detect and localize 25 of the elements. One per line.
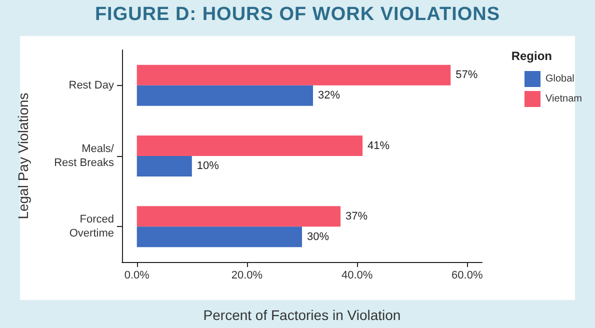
bar — [136, 85, 314, 106]
data-label: 37% — [346, 210, 368, 222]
bar — [136, 64, 451, 86]
x-tick-label: 0.0% — [124, 270, 150, 282]
bar — [136, 136, 363, 156]
y-tick-label: Rest Day — [68, 79, 114, 92]
y-tick-label: Meals/ Rest Breaks — [54, 143, 115, 169]
legend-title: Region — [511, 49, 552, 63]
x-tick-label: 60.0% — [452, 270, 483, 282]
legend-label: Global — [545, 74, 574, 84]
y-axis-title: Legal Pay Violations — [15, 92, 31, 220]
x-axis-title: Percent of Factories in Violation — [203, 307, 401, 323]
chart-title: FIGURE D: HOURS OF WORK VIOLATIONS — [94, 4, 502, 26]
data-label: 57% — [456, 69, 478, 82]
data-label: 32% — [318, 90, 340, 102]
x-tick-label: 20.0% — [231, 270, 263, 282]
y-tick-label: Forced Overtime — [69, 214, 114, 240]
legend-label: Vietnam — [545, 94, 582, 104]
bar — [136, 156, 192, 176]
data-label: 41% — [368, 140, 390, 152]
bar — [136, 226, 302, 248]
x-tick-label: 40.0% — [341, 270, 373, 282]
data-label: 10% — [196, 160, 220, 172]
data-label: 30% — [307, 230, 330, 243]
bar — [136, 206, 341, 227]
